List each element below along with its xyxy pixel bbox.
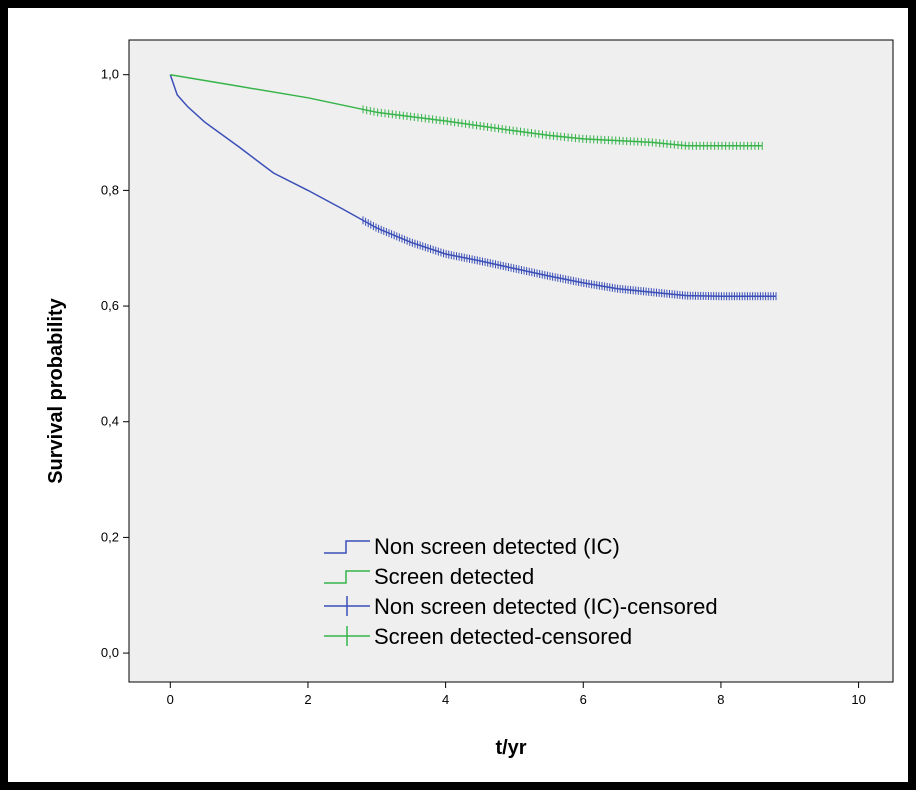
plot-area <box>128 39 894 683</box>
x-tick-label: 8 <box>717 692 724 707</box>
legend-label: Non screen detected (IC) <box>374 534 620 559</box>
y-tick-label: 0,8 <box>101 182 119 197</box>
y-tick-label: 0,0 <box>101 645 119 660</box>
legend-symbol-line <box>324 540 370 554</box>
y-tick-label: 1,0 <box>101 67 119 82</box>
x-tick-label: 4 <box>442 692 449 707</box>
censor-marks-group <box>362 105 777 301</box>
y-tick-label: 0,6 <box>101 298 119 313</box>
x-axis-title: t/yr <box>495 737 526 759</box>
x-tick-label: 6 <box>580 692 587 707</box>
legend-symbol-line <box>324 570 370 584</box>
y-axis-title: Survival probability <box>45 297 67 483</box>
axes: 0 2 4 6 8 10 0,0 0,2 0,4 0,6 0,8 1,0 <box>101 67 866 707</box>
survival-chart: 0 2 4 6 8 10 0,0 0,2 0,4 0,6 0,8 1,0 t/yr Survival … <box>45 39 894 759</box>
series-line-1 <box>170 73 763 147</box>
x-tick-label: 10 <box>851 692 865 707</box>
chart-frame: 0 2 4 6 8 10 0,0 0,2 0,4 0,6 0,8 1,0 t/yr Survival … <box>8 8 908 782</box>
x-tick-label: 0 <box>167 692 174 707</box>
legend-label: Screen detected <box>374 564 534 589</box>
y-tick-label: 0,4 <box>101 414 119 429</box>
y-tick-label: 0,2 <box>101 529 119 544</box>
legend-label: Screen detected-censored <box>374 624 632 649</box>
legend: Non screen detected (IC) Screen detected N… <box>324 534 718 649</box>
legend-label: Non screen detected (IC)-censored <box>374 594 718 619</box>
x-tick-label: 2 <box>304 692 311 707</box>
